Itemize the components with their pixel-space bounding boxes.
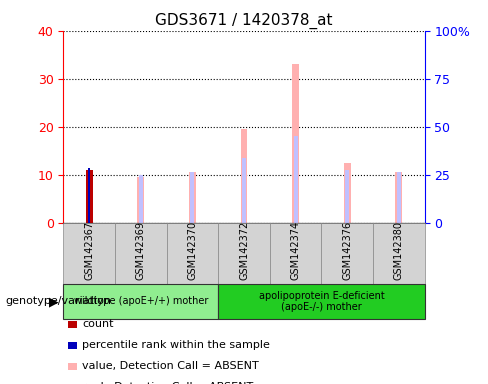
Bar	[88, 167, 90, 223]
Text: GSM142367: GSM142367	[84, 221, 94, 280]
Text: GSM142374: GSM142374	[290, 221, 301, 280]
Text: GSM142380: GSM142380	[394, 221, 404, 280]
Text: GSM142376: GSM142376	[342, 221, 352, 280]
Text: rank, Detection Call = ABSENT: rank, Detection Call = ABSENT	[82, 382, 253, 384]
Text: GSM142370: GSM142370	[187, 221, 198, 280]
Bar	[139, 175, 143, 223]
Bar	[292, 64, 299, 223]
Bar	[345, 170, 349, 223]
Text: genotype/variation: genotype/variation	[5, 296, 111, 306]
Bar	[86, 170, 93, 223]
Text: ▶: ▶	[49, 295, 59, 308]
Title: GDS3671 / 1420378_at: GDS3671 / 1420378_at	[155, 13, 333, 29]
Text: count: count	[82, 319, 114, 329]
Text: wildtype (apoE+/+) mother: wildtype (apoE+/+) mother	[74, 296, 208, 306]
Text: GSM142372: GSM142372	[239, 221, 249, 280]
Bar	[138, 177, 144, 223]
Text: GSM142369: GSM142369	[136, 221, 146, 280]
Bar	[397, 172, 401, 223]
Bar	[190, 172, 195, 223]
Text: percentile rank within the sample: percentile rank within the sample	[82, 340, 270, 350]
Bar	[241, 129, 247, 223]
Bar	[395, 172, 402, 223]
Bar	[344, 163, 350, 223]
Bar	[242, 158, 246, 223]
Bar	[189, 172, 196, 223]
Text: value, Detection Call = ABSENT: value, Detection Call = ABSENT	[82, 361, 259, 371]
Bar	[293, 136, 298, 223]
Text: apolipoprotein E-deficient
(apoE-/-) mother: apolipoprotein E-deficient (apoE-/-) mot…	[259, 291, 384, 312]
